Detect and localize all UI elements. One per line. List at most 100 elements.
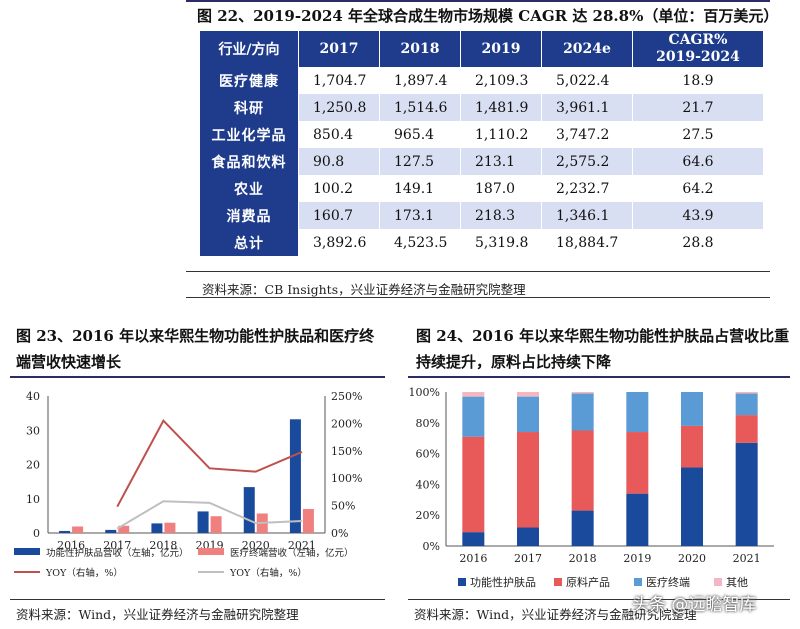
x-tick-label: 2019 xyxy=(623,552,651,565)
legend-swatch xyxy=(714,578,722,586)
value-2017: 160.7 xyxy=(298,202,380,229)
value-2024e: 1,346.1 xyxy=(541,202,633,229)
value-2019: 5,319.8 xyxy=(460,229,542,256)
value-cagr: 18.9 xyxy=(632,67,764,94)
stack-segment xyxy=(735,442,758,546)
x-tick-label: 2018 xyxy=(149,539,177,552)
header-cagr: CAGR% 2019-2024 xyxy=(632,31,764,67)
right-tick-label: 50% xyxy=(331,500,355,513)
row-label: 农业 xyxy=(200,175,299,202)
figure-23-source-rule xyxy=(10,599,385,600)
y-tick-label: 80% xyxy=(416,417,440,430)
value-2017: 3,892.6 xyxy=(298,229,380,256)
value-2018: 173.1 xyxy=(379,202,461,229)
value-2019: 1,481.9 xyxy=(460,94,542,121)
bar xyxy=(59,530,71,533)
market-size-table: 行业/方向 2017 2018 2019 2024e CAGR% 2019-20… xyxy=(200,31,764,256)
x-tick-label: 2017 xyxy=(514,552,542,565)
value-2017: 100.2 xyxy=(298,175,380,202)
table-row: 医疗健康 1,704.7 1,897.4 2,109.3 5,022.4 18.9 xyxy=(200,67,764,94)
stack-segment xyxy=(735,393,758,416)
figure-22-source: 资料来源：CB Insights，兴业证券经济与金融研究院整理 xyxy=(202,282,526,297)
value-2018: 1,514.6 xyxy=(379,94,461,121)
left-tick-label: 0 xyxy=(33,527,40,540)
right-tick-label: 100% xyxy=(331,472,362,485)
value-2018: 1,897.4 xyxy=(379,67,461,94)
value-2017: 1,250.8 xyxy=(298,94,380,121)
legend-swatch xyxy=(14,548,40,555)
header-2019: 2019 xyxy=(460,31,542,67)
row-label: 工业化学品 xyxy=(200,121,299,148)
figure-24-title-rule xyxy=(408,376,790,378)
bar xyxy=(289,419,301,533)
header-cagr-line1: CAGR% xyxy=(668,32,728,48)
y-tick-label: 20% xyxy=(416,509,440,522)
legend-label: YOY（右轴，%） xyxy=(229,567,307,579)
x-tick-label: 2021 xyxy=(733,552,761,565)
legend-swatch xyxy=(634,578,642,586)
stack-segment xyxy=(517,527,539,546)
revenue-growth-chart: 0 10 20 30 40 0% 50% 100% 150% 200% 250% 2016 2017 20… xyxy=(14,390,362,579)
header-industry: 行业/方向 xyxy=(200,31,299,67)
bar xyxy=(118,525,130,533)
table-row: 消费品 160.7 173.1 218.3 1,346.1 43.9 xyxy=(200,202,764,229)
left-tick-label: 40 xyxy=(26,390,40,403)
stack-segment xyxy=(681,425,703,468)
legend-swatch xyxy=(554,578,562,586)
right-tick-label: 250% xyxy=(331,390,362,403)
row-label: 食品和饮料 xyxy=(200,148,299,175)
value-2024e: 3,961.1 xyxy=(541,94,633,121)
value-cagr: 21.7 xyxy=(632,94,764,121)
value-2019: 213.1 xyxy=(460,148,542,175)
x-tick-label: 2018 xyxy=(569,552,597,565)
value-2018: 965.4 xyxy=(379,121,461,148)
stack-segment xyxy=(735,415,758,443)
header-cagr-line2: 2019-2024 xyxy=(656,49,740,65)
stack-segment xyxy=(462,392,485,397)
figure-24-source: 资料来源：Wind，兴业证券经济与金融研究院整理 xyxy=(414,607,697,622)
value-2017: 1,704.7 xyxy=(298,67,380,94)
value-2019: 2,109.3 xyxy=(460,67,542,94)
right-tick-label: 0% xyxy=(331,527,348,540)
revenue-mix-chart: 0% 20% 40% 60% 80% 100% 2016 2017 2018 2019 2020 20… xyxy=(409,386,774,589)
table-row: 食品和饮料 90.8 127.5 213.1 2,575.2 64.6 xyxy=(200,148,764,175)
left-tick-label: 30 xyxy=(26,424,40,437)
stack-segment xyxy=(571,510,594,546)
x-tick-label: 2020 xyxy=(242,539,270,552)
x-tick-label: 2021 xyxy=(288,539,316,552)
value-2018: 149.1 xyxy=(379,175,461,202)
figure-23-title: 图 23、2016 年以来华熙生物功能性护肤品和医疗终端营收快速增长 xyxy=(16,327,375,371)
bar xyxy=(164,522,176,533)
legend-label: 其他 xyxy=(726,576,748,589)
figure-22-source-rule xyxy=(186,297,770,298)
value-cagr: 27.5 xyxy=(632,121,764,148)
value-cagr: 43.9 xyxy=(632,202,764,229)
header-2017: 2017 xyxy=(298,31,380,67)
stack-segment xyxy=(462,532,485,546)
row-label: 总计 xyxy=(200,229,299,256)
bar xyxy=(151,523,163,533)
yoy-line xyxy=(116,500,302,530)
legend-label: 医疗终端营收（左轴，亿元） xyxy=(230,547,354,559)
figure-24-title: 图 24、2016 年以来华熙生物功能性护肤品占营收比重持续提升，原料占比持续下… xyxy=(416,327,790,371)
legend-swatch xyxy=(198,548,224,555)
yoy-line xyxy=(116,418,303,508)
table-header-row: 行业/方向 2017 2018 2019 2024e CAGR% 2019-20… xyxy=(200,31,764,67)
bar xyxy=(302,509,314,533)
right-tick-label: 150% xyxy=(331,445,362,458)
figure-24-source-rule xyxy=(408,599,790,600)
value-2019: 187.0 xyxy=(460,175,542,202)
stack-segment xyxy=(462,436,485,533)
stack-segment xyxy=(571,393,594,431)
table-row: 科研 1,250.8 1,514.6 1,481.9 3,961.1 21.7 xyxy=(200,94,764,121)
figure-23-source: 资料来源：Wind，兴业证券经济与金融研究院整理 xyxy=(16,607,299,622)
stack-segment xyxy=(681,392,703,426)
legend-swatch xyxy=(458,578,466,586)
value-2024e: 3,747.2 xyxy=(541,121,633,148)
bar xyxy=(197,511,209,533)
stack-segment xyxy=(462,396,485,437)
stack-segment xyxy=(517,432,539,528)
table-row: 工业化学品 850.4 965.4 1,110.2 3,747.2 27.5 xyxy=(200,121,764,148)
figure-22-title: 图 22、2019-2024 年全球合成生物市场规模 CAGR 达 28.8%（… xyxy=(197,7,779,25)
legend-label: 功能性护肤品营收（左轴，亿元） xyxy=(46,547,189,559)
